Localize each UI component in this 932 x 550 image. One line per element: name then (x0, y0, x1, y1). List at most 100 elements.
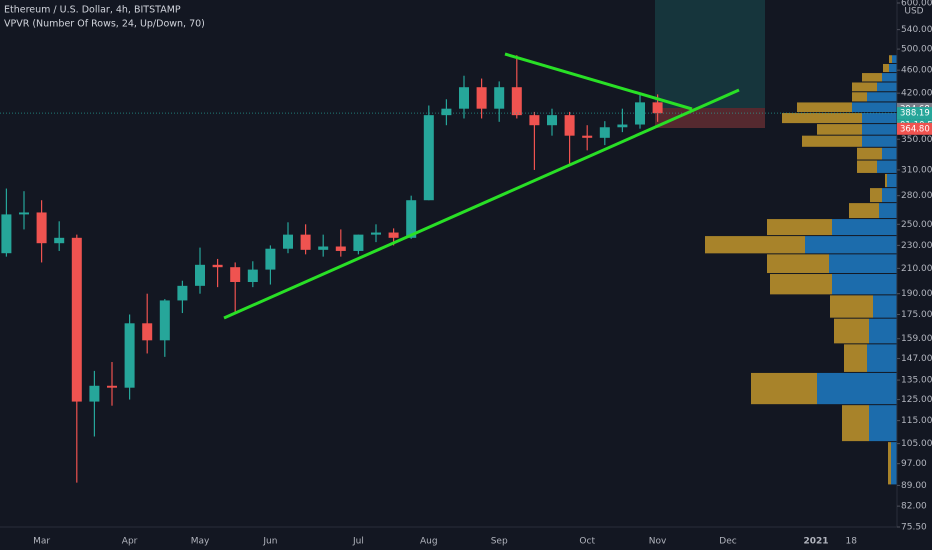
candle-body (617, 124, 628, 128)
vp-down-bar (870, 188, 882, 203)
candle-body (547, 115, 557, 126)
vp-down-bar (842, 405, 869, 442)
y-tick-label: 125.00 (901, 395, 932, 405)
x-tick-label: Sep (491, 537, 508, 547)
candle-body (1, 214, 12, 254)
y-tick-label: 190.00 (901, 289, 932, 299)
vp-up-bar (829, 254, 897, 274)
vp-up-bar (817, 372, 897, 405)
vp-up-bar (882, 73, 897, 82)
resistance-trendline[interactable] (504, 52, 693, 111)
y-tick-label: 82.00 (901, 502, 927, 512)
candle-body (300, 234, 311, 250)
price-label-box (897, 107, 932, 120)
y-tick-label: 147.00 (901, 354, 932, 364)
vp-down-bar (888, 442, 891, 485)
vp-up-bar (867, 92, 897, 102)
x-tick-label: Aug (420, 537, 438, 547)
long-position-target[interactable] (655, 0, 765, 108)
vp-down-bar (751, 372, 817, 405)
vp-down-bar (834, 318, 869, 344)
candle-body (406, 200, 417, 238)
y-tick-label: 89.00 (901, 481, 927, 491)
candle-body (652, 102, 663, 114)
long-position-stop[interactable] (655, 108, 765, 128)
vp-up-bar (877, 160, 897, 173)
vp-down-bar (885, 173, 887, 188)
price-label-box (897, 122, 932, 135)
candle-body (459, 87, 469, 109)
vp-down-bar (817, 124, 862, 135)
y-tick-label: 210.00 (901, 264, 932, 274)
vp-up-bar (852, 102, 897, 113)
candle-body (388, 232, 399, 238)
vp-up-bar (862, 135, 897, 147)
vp-down-bar (770, 274, 832, 295)
candle-body (177, 285, 188, 301)
vp-up-bar (869, 318, 897, 344)
price-axis (897, 0, 932, 550)
vp-up-bar (832, 219, 897, 236)
candle-body (318, 246, 329, 250)
vp-down-bar (767, 254, 829, 274)
y-tick-label: 250.00 (901, 220, 932, 230)
x-tick-label: Dec (719, 537, 736, 547)
candle-body (124, 323, 135, 388)
vp-down-bar (862, 73, 882, 82)
y-tick-label: 540.00 (901, 25, 932, 35)
candle-body (599, 127, 610, 138)
y-tick-label: 115.00 (901, 416, 932, 426)
vp-up-bar (862, 113, 897, 124)
vp-down-bar (782, 113, 862, 124)
candle-body (212, 264, 223, 268)
vp-down-bar (852, 92, 867, 102)
candle-body (36, 212, 47, 244)
candle-body (54, 237, 65, 244)
y-tick-label: 600.00 (901, 0, 932, 9)
vp-up-bar (889, 63, 897, 73)
candle-body (195, 264, 205, 286)
y-tick-label: 135.00 (901, 376, 932, 386)
candle-body (283, 234, 293, 249)
x-tick-label: Jun (262, 537, 277, 547)
vp-up-bar (867, 344, 897, 372)
vp-down-bar (767, 219, 832, 236)
indicator-label: VPVR (Number Of Rows, 24, Up/Down, 70) (4, 19, 205, 30)
candle-body (89, 385, 100, 402)
y-tick-label: 175.00 (901, 310, 932, 320)
vp-down-bar (883, 63, 889, 73)
candle-body (335, 246, 346, 251)
candle-body (511, 87, 522, 116)
support-trendline[interactable] (223, 88, 740, 320)
vp-down-bar (857, 160, 877, 173)
vp-up-bar (879, 203, 897, 219)
axis-unit: USD (904, 7, 923, 17)
price-label: 364.80 (900, 124, 930, 134)
vp-up-bar (877, 82, 897, 92)
y-tick-label: 500.00 (901, 45, 932, 55)
x-tick-label: May (191, 537, 210, 547)
x-tick-label: Oct (579, 537, 595, 547)
x-tick-label: 18 (845, 537, 857, 547)
vp-up-bar (862, 124, 897, 135)
x-tick-label: Jul (352, 537, 364, 547)
candle-body (19, 212, 29, 215)
candle-body (423, 115, 434, 201)
price-label: 388.19 (900, 109, 930, 119)
vp-up-bar (892, 55, 897, 63)
y-tick-label: 420.00 (901, 89, 932, 99)
vp-down-bar (852, 82, 877, 92)
y-tick-label: 159.00 (901, 334, 932, 344)
y-tick-label: 105.00 (901, 439, 932, 449)
chart-title: Ethereum / U.S. Dollar, 4h, BITSTAMP (4, 5, 181, 16)
candle-body (159, 300, 170, 341)
vp-up-bar (882, 188, 897, 203)
vp-up-bar (882, 147, 897, 160)
candle-body (247, 269, 258, 282)
candle-body (230, 267, 241, 282)
y-tick-label: 97.00 (901, 459, 927, 469)
vp-up-bar (832, 274, 897, 295)
y-tick-label: 280.00 (901, 191, 932, 201)
candle-body (476, 87, 487, 109)
